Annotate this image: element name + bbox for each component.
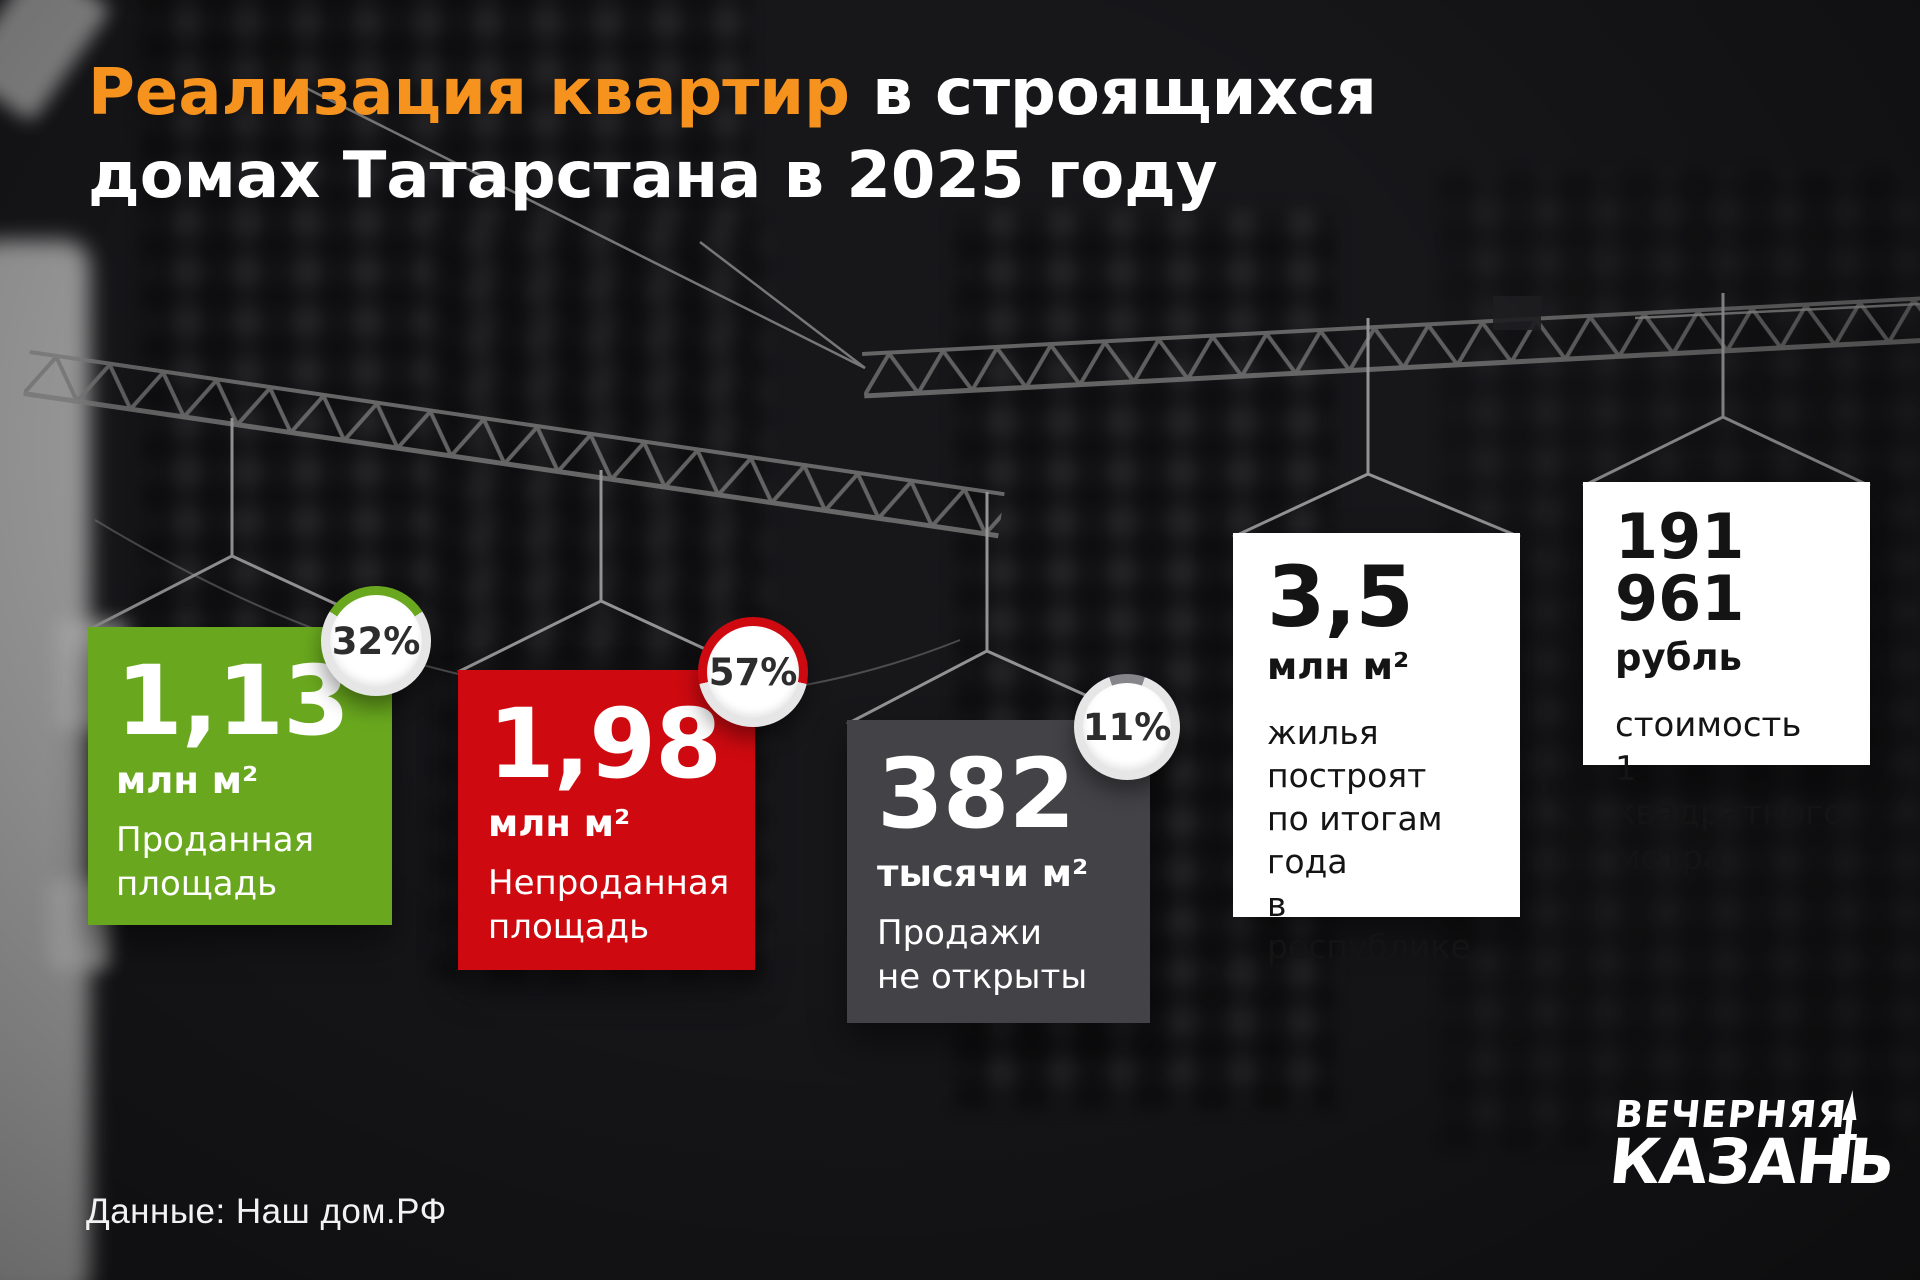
- card-unit: млн м²: [1267, 645, 1410, 688]
- card-label: Продажи не открыты: [877, 913, 1088, 998]
- card-unsold-area: 1,98 млн м² Непроданная площадь: [458, 670, 755, 970]
- logo-line2: КАЗАНЬ: [1606, 1125, 1898, 1198]
- card-value: 382: [877, 738, 1075, 850]
- card-value: 191 961: [1615, 500, 1745, 635]
- card-sales-not-opened: 382 тысячи м² Продажи не открыты: [847, 720, 1150, 1023]
- logo-tower-icon: [1838, 1090, 1857, 1174]
- card-value: 3,5: [1267, 548, 1414, 646]
- card-housing-built: 3,5 млн м² жилья построят по итогам года…: [1233, 533, 1520, 966]
- percent-badge-unsold: 57%: [698, 617, 808, 727]
- title-highlight: Реализация квартир: [88, 56, 850, 130]
- data-source-label: Данные: Наш дом.РФ: [86, 1192, 447, 1231]
- crane-jib-left: [23, 350, 1005, 539]
- card-value: 1,13: [116, 645, 350, 757]
- title-line2: домах Татарстана в 2025 году: [88, 139, 1218, 214]
- title-rest: в строящихся: [849, 56, 1377, 130]
- percent-badge-not-opened: 11%: [1074, 674, 1180, 780]
- page-title: Реализация квартир в строящихся домах Та…: [88, 52, 1588, 218]
- crane-jib-right: [861, 294, 1920, 399]
- card-price-per-sqm: 191 961 рубль стоимость 1 квадратного ме…: [1583, 482, 1870, 878]
- percent-value: 11%: [1082, 705, 1172, 749]
- card-label: Непроданная площадь: [488, 863, 730, 948]
- card-unit: тысячи м²: [877, 852, 1089, 895]
- card-unit: млн м²: [488, 802, 631, 845]
- card-label: стоимость 1 квадратного метра: [1615, 705, 1844, 878]
- vecher-kazan-logo: ВЕЧЕРНЯЯ КАЗАНЬ: [1606, 1090, 1898, 1198]
- crane-tower-silhouette: [0, 240, 90, 1280]
- background-building: [140, 0, 750, 660]
- percent-badge-sold: 32%: [321, 586, 431, 696]
- percent-value: 32%: [331, 619, 421, 663]
- card-label: Проданная площадь: [116, 820, 315, 905]
- card-label: жилья построят по итогам года в республи…: [1267, 713, 1471, 967]
- hanger-card-build: [1232, 318, 1521, 539]
- crane-cables: [299, 83, 1920, 370]
- percent-value: 57%: [708, 650, 798, 694]
- card-unit: рубль: [1615, 636, 1742, 679]
- crane-trolley: [1493, 296, 1541, 330]
- card-unit: млн м²: [116, 759, 259, 802]
- hanger-card-price: [1582, 293, 1871, 488]
- card-value: 1,98: [488, 688, 722, 800]
